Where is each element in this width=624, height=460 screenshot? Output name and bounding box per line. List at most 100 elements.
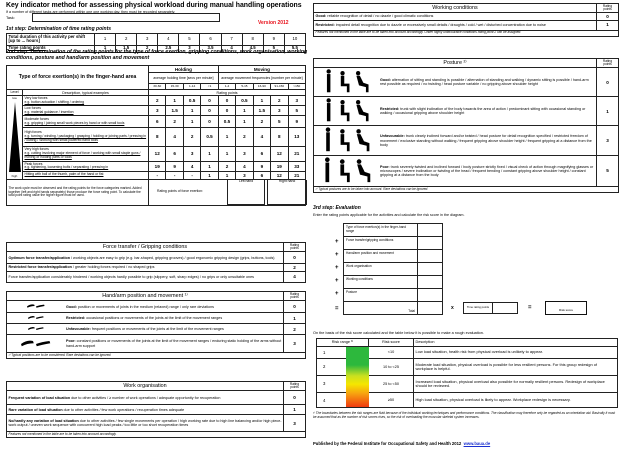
rating-points-cell[interactable]: 3	[596, 125, 619, 157]
hours-cell[interactable]: 9	[262, 33, 285, 46]
force-rating-cell[interactable]: 1	[235, 115, 254, 129]
force-rating-cell[interactable]: 6	[252, 146, 272, 163]
force-rating-cell[interactable]: 9	[252, 161, 272, 172]
rating-points-cell[interactable]: 1	[283, 404, 306, 416]
force-rating-cell[interactable]: 4	[235, 161, 254, 172]
force-rating-cell[interactable]: 4	[252, 127, 272, 148]
hours-cell[interactable]: 10	[283, 33, 307, 46]
force-rating-cell[interactable]: 1	[217, 146, 237, 163]
force-rating-cell[interactable]: 4	[165, 127, 184, 148]
force-rating-cell[interactable]: 9	[287, 115, 307, 129]
evaluation-item-input[interactable]	[417, 262, 443, 276]
force-rating-cell[interactable]: 1.5	[165, 105, 184, 117]
force-rating-cell[interactable]: 6	[165, 146, 184, 163]
force-rating-cell[interactable]: 1	[200, 170, 219, 180]
force-rating-cell[interactable]: 3	[182, 146, 202, 163]
force-rating-cell[interactable]: 3	[287, 95, 307, 107]
force-rating-cell[interactable]: 1.5	[252, 105, 272, 117]
force-rating-cell[interactable]: 2	[217, 161, 237, 172]
force-rating-cell[interactable]: 13	[287, 127, 307, 148]
rating-points-cell[interactable]: 1	[596, 96, 619, 127]
force-rating-cell[interactable]: 3	[270, 105, 289, 117]
time-points-input[interactable]	[492, 302, 518, 314]
force-rating-cell[interactable]: 2	[235, 127, 254, 148]
right-hand-box[interactable]: Right hand	[267, 179, 308, 205]
rating-points-cell[interactable]: 2	[283, 323, 306, 336]
evaluation-item-input[interactable]	[417, 288, 443, 302]
left-hand-box[interactable]: Left hand	[227, 179, 266, 205]
force-rating-cell[interactable]: 19	[270, 161, 289, 172]
force-rating-cell[interactable]: 0.5	[200, 127, 219, 148]
force-rating-cell[interactable]: 1	[252, 95, 272, 107]
force-rating-cell[interactable]: 3	[148, 105, 167, 117]
force-rating-cell[interactable]: 0	[200, 95, 219, 107]
hours-cell[interactable]: 4	[157, 33, 180, 46]
force-rating-cell[interactable]: 5	[270, 115, 289, 129]
rating-points-cell[interactable]: 1	[283, 312, 306, 325]
rating-points-cell[interactable]: 5	[596, 155, 619, 188]
website-link[interactable]: www.baua.de	[463, 441, 491, 446]
hours-cell[interactable]: 1	[93, 33, 117, 46]
force-rating-cell[interactable]: 19	[148, 161, 167, 172]
force-rating-cell[interactable]: 1	[182, 105, 202, 117]
force-rating-cell[interactable]: 3	[235, 146, 254, 163]
force-rating-cell[interactable]: 12	[148, 146, 167, 163]
rating-points-cell[interactable]: 4	[283, 270, 306, 283]
rating-points-cell[interactable]: 1	[596, 19, 619, 31]
evaluation-item-input[interactable]	[417, 275, 443, 289]
force-rating-cell[interactable]: 1	[235, 105, 254, 117]
force-rating-cell[interactable]: 0	[217, 95, 237, 107]
hours-cell[interactable]: 6	[199, 33, 222, 46]
force-rating-cell[interactable]: 1	[217, 127, 237, 148]
force-rating-cell[interactable]: 0.5	[235, 95, 254, 107]
force-rating-cell[interactable]: 8	[270, 127, 289, 148]
evaluation-item-input[interactable]	[417, 223, 443, 237]
hours-cell[interactable]: 3	[136, 33, 159, 46]
force-rating-cell[interactable]: 4	[182, 161, 202, 172]
evaluation-item-input[interactable]	[417, 249, 443, 263]
force-rating-cell[interactable]: 0	[217, 105, 237, 117]
rating-points-cell[interactable]: 3	[283, 334, 306, 354]
force-rating-cell[interactable]: 6	[252, 170, 272, 180]
force-rating-cell[interactable]: 6	[148, 115, 167, 129]
force-rating-cell[interactable]: 33	[287, 161, 307, 172]
hours-cell[interactable]: 7	[220, 33, 243, 46]
force-rating-cell[interactable]: 21	[287, 146, 307, 163]
force-rating-cell[interactable]: 0	[200, 105, 219, 117]
risk-score-box[interactable]: Risk score	[545, 301, 587, 315]
force-rating-cell[interactable]: 2	[165, 115, 184, 129]
force-rating-cell[interactable]: 2	[252, 115, 272, 129]
task-input[interactable]	[32, 13, 220, 22]
force-rating-cell[interactable]: 1	[200, 146, 219, 163]
force-rating-cell[interactable]: 12	[270, 146, 289, 163]
rating-points-cell[interactable]: 0	[596, 12, 619, 21]
evaluation-item-input[interactable]	[417, 236, 443, 250]
force-rating-cell[interactable]: 1	[217, 170, 237, 180]
force-rating-cell[interactable]: -	[182, 170, 202, 180]
force-rating-cell[interactable]: 9	[165, 161, 184, 172]
force-rating-cell[interactable]: 0.5	[182, 95, 202, 107]
force-rating-cell[interactable]: -	[165, 170, 184, 180]
rating-points-cell[interactable]: 0	[283, 300, 306, 314]
force-rating-cell[interactable]: 1	[182, 115, 202, 129]
force-rating-cell[interactable]: 8	[148, 127, 167, 148]
rating-points-cell[interactable]: 3	[283, 414, 306, 433]
time-points-cell[interactable]: 5.5	[283, 44, 307, 53]
force-rating-cell[interactable]: 1	[200, 161, 219, 172]
rating-points-cell[interactable]: 0	[596, 67, 619, 98]
force-rating-cell[interactable]: 0	[200, 115, 219, 129]
rating-points-cell[interactable]: 2	[283, 263, 306, 272]
force-rating-cell[interactable]: 5	[287, 105, 307, 117]
hours-cell[interactable]: 8	[241, 33, 264, 46]
rating-points-cell[interactable]: 0	[283, 251, 306, 265]
force-rating-cell[interactable]: 2	[270, 95, 289, 107]
force-rating-cell[interactable]: 2	[182, 127, 202, 148]
hours-cell[interactable]: 2	[115, 33, 138, 46]
force-rating-cell[interactable]: 1	[165, 95, 184, 107]
hours-cell[interactable]: 5	[178, 33, 201, 46]
force-rating-cell[interactable]: 0.5	[217, 115, 237, 129]
rating-points-cell[interactable]: 0	[283, 390, 306, 406]
total-input[interactable]	[417, 301, 443, 315]
force-rating-cell[interactable]: 2	[148, 95, 167, 107]
force-rating-cell[interactable]: -	[148, 170, 167, 180]
